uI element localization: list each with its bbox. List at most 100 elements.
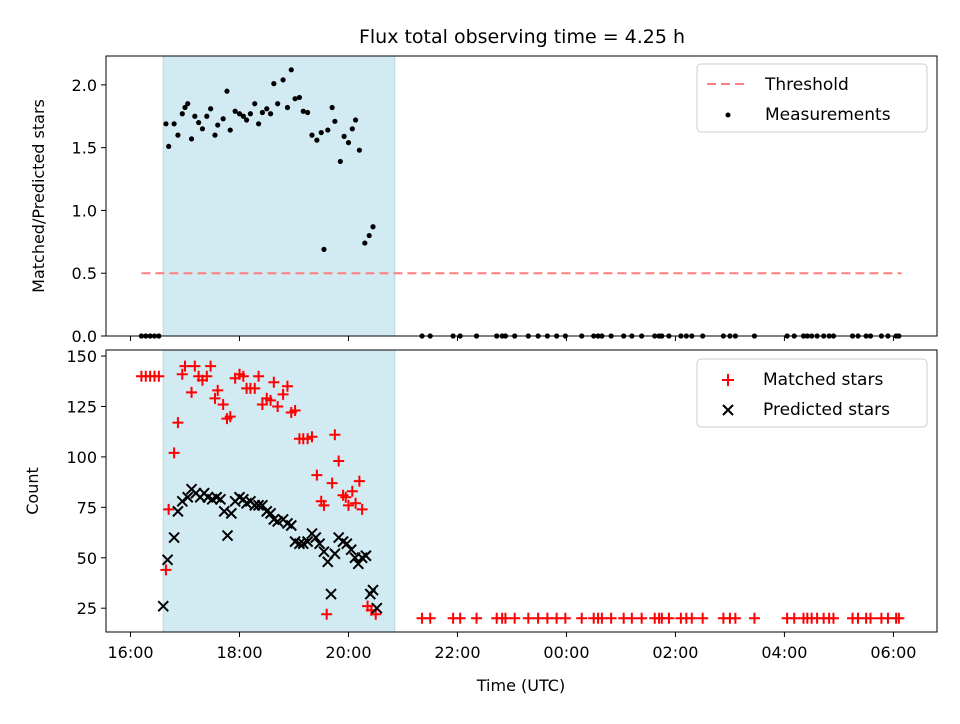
top-legend: Threshold Measurements — [696, 63, 928, 133]
measurement-point — [185, 101, 191, 107]
measurement-point — [370, 224, 376, 230]
measurement-point — [188, 136, 195, 142]
measurement-point — [199, 126, 206, 132]
legend-matched-label: Matched stars — [763, 370, 883, 390]
matched-star-point — [340, 491, 352, 503]
matched-star-point — [237, 370, 249, 382]
matched-star-point — [163, 503, 175, 515]
predicted-star-point — [293, 537, 306, 550]
y-tick-label: 125 — [66, 397, 97, 416]
matched-star-point — [471, 612, 483, 624]
measurement-point — [166, 143, 172, 150]
measurement-point — [318, 129, 324, 136]
matched-star-point — [289, 405, 301, 417]
measurement-point — [349, 126, 355, 132]
measurement-point — [345, 140, 352, 146]
x-tick-label: 00:00 — [543, 643, 589, 662]
legend-measurements-swatch — [725, 112, 731, 118]
measurement-point — [284, 104, 291, 111]
matched-star-point — [217, 398, 229, 410]
matched-star-point — [865, 612, 877, 624]
top-panel: 0.00.51.01.52.0 Matched/Predicted stars … — [29, 55, 938, 346]
measurement-point — [259, 109, 265, 116]
predicted-star-point — [360, 550, 372, 562]
measurement-point — [292, 96, 298, 102]
measurement-point — [314, 137, 320, 143]
x-tick-label: 16:00 — [107, 643, 153, 662]
x-axis-label: Time (UTC) — [476, 676, 565, 695]
matched-star-point — [176, 368, 188, 380]
x-tick-label: 18:00 — [216, 643, 262, 662]
y-tick-label: 75 — [77, 498, 97, 517]
measurement-point — [236, 111, 243, 117]
predicted-star-point — [371, 602, 383, 614]
legend-predicted-label: Predicted stars — [763, 400, 890, 420]
predicted-star-point — [218, 505, 230, 518]
bottom-x-axis: 16:00 18:00 20:00 22:00 00:00 02:00 04:00 06:00 — [107, 632, 916, 662]
matched-star-point — [350, 497, 362, 509]
matched-star-point — [306, 431, 318, 443]
figure-title: Flux total observing time = 4.25 h — [359, 26, 685, 48]
legend-measurements-label: Measurements — [765, 105, 891, 125]
measurement-point — [171, 121, 177, 127]
measurement-point — [305, 109, 311, 116]
measurement-point — [309, 132, 315, 138]
predicted-star-point — [221, 529, 234, 542]
matched-star-point — [224, 411, 236, 423]
matched-star-point — [186, 386, 198, 398]
matched-star-point — [333, 455, 345, 467]
predicted-star-point — [285, 519, 297, 532]
y-tick-label: 2.0 — [72, 76, 97, 95]
top-y-axis: 0.0 0.5 1.0 1.5 2.0 — [72, 76, 106, 346]
matched-star-point — [626, 612, 638, 624]
matched-star-point — [605, 612, 617, 624]
predicted-star-point — [252, 499, 265, 512]
y-tick-label: 1.0 — [72, 201, 97, 220]
matched-star-point — [318, 499, 330, 511]
matched-star-point — [788, 612, 800, 624]
matched-star-point — [522, 612, 534, 624]
matched-star-point — [321, 608, 333, 620]
measurement-point — [356, 147, 362, 153]
matched-star-point — [342, 499, 354, 511]
matched-star-point — [729, 612, 741, 624]
measurement-point — [280, 77, 286, 83]
matched-star-point — [212, 384, 224, 396]
predicted-star-point — [313, 537, 326, 550]
matched-star-point — [172, 417, 184, 429]
x-tick-label: 02:00 — [652, 643, 698, 662]
bottom-y-axis: 25 50 75 100 125 150 — [66, 347, 106, 618]
y-tick-label: 0.5 — [72, 264, 97, 283]
top-shaded-span — [162, 55, 396, 337]
matched-star-point — [636, 612, 648, 624]
top-x-axis — [130, 336, 894, 341]
measurement-point — [264, 106, 270, 112]
matched-star-point — [509, 612, 521, 624]
measurement-point — [296, 94, 303, 101]
measurement-point — [247, 111, 254, 117]
matched-star-point — [499, 612, 511, 624]
predicted-star-point — [329, 548, 341, 560]
matched-star-point — [201, 370, 213, 382]
matched-star-point — [160, 564, 172, 576]
measurement-point — [288, 67, 294, 73]
matched-star-point — [265, 394, 277, 406]
measurement-point — [208, 106, 214, 112]
x-tick-label: 04:00 — [761, 643, 807, 662]
predicted-star-point — [168, 531, 180, 544]
matched-star-point — [311, 469, 323, 481]
matched-star-point — [532, 612, 544, 624]
matched-star-point — [179, 360, 191, 372]
predicted-star-point — [161, 554, 174, 566]
measurement-point — [300, 108, 306, 114]
measurement-point — [163, 121, 169, 127]
matched-star-point — [697, 612, 709, 624]
matched-star-point — [168, 447, 180, 459]
legend-predicted-swatch — [722, 404, 734, 416]
measurement-point — [337, 158, 343, 165]
top-y-label: Matched/Predicted stars — [29, 99, 48, 293]
matched-star-point — [329, 429, 341, 441]
matched-star-point — [272, 400, 284, 412]
measurement-point — [240, 113, 246, 119]
